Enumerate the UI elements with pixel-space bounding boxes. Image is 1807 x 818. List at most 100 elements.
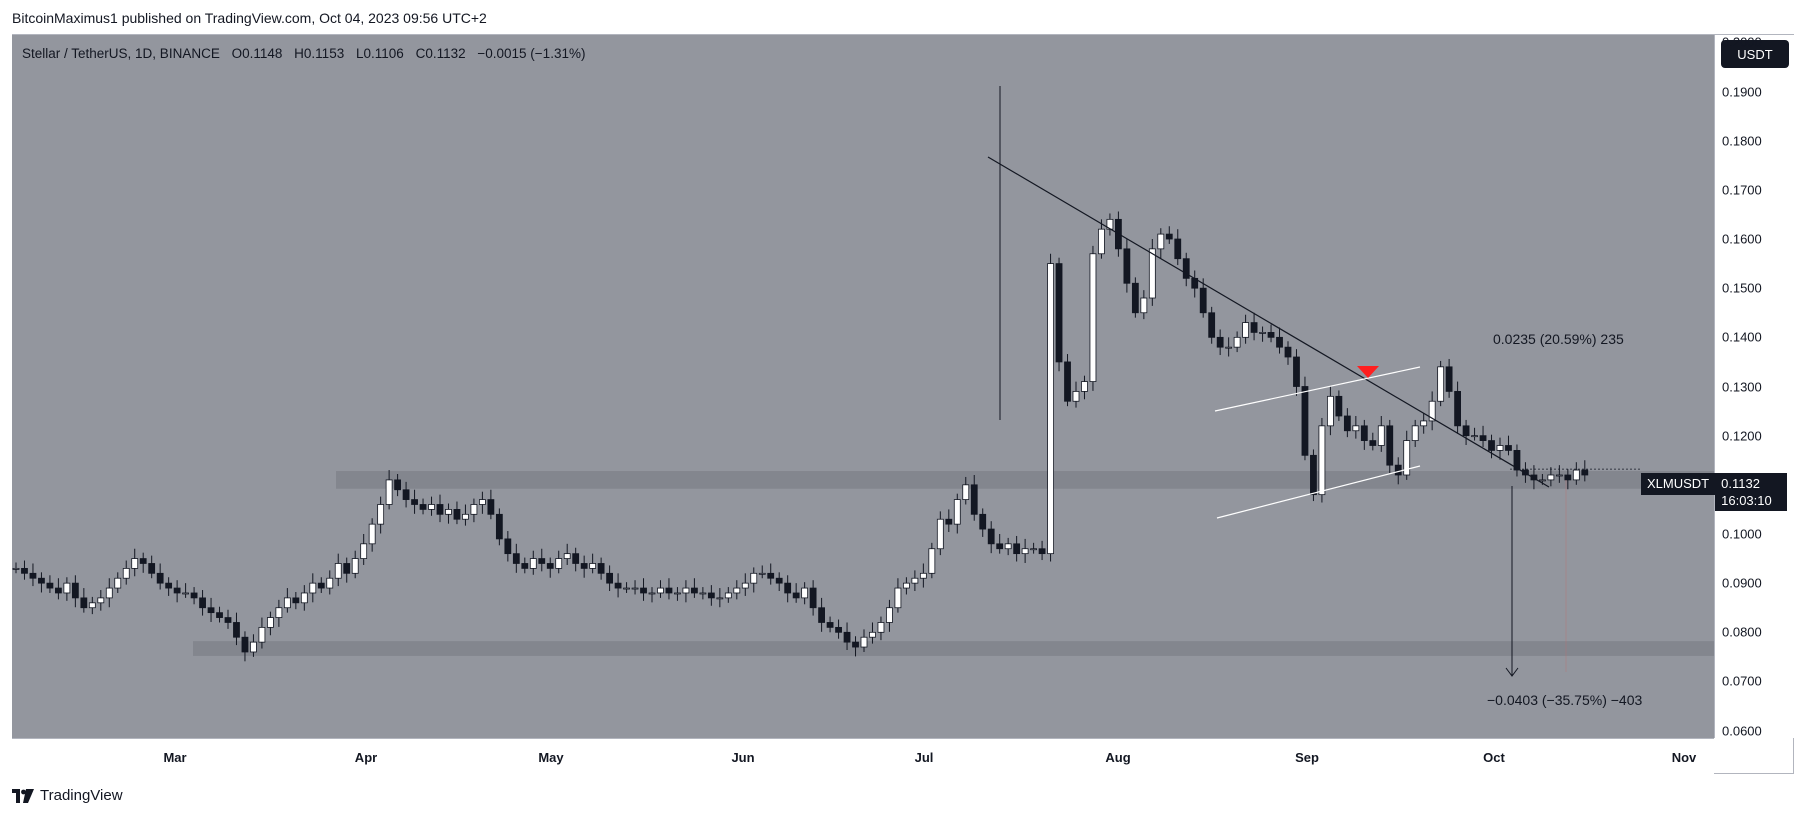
candle-up <box>1233 336 1241 348</box>
plot-area[interactable] <box>12 35 1714 738</box>
candle-down <box>1208 312 1216 338</box>
candle-down <box>1369 440 1377 446</box>
candle-up <box>470 504 478 515</box>
candle-up <box>936 518 944 550</box>
candle-down <box>1462 425 1470 437</box>
candle-down <box>1335 395 1343 417</box>
candle-up <box>911 577 919 584</box>
candle-down <box>1284 346 1292 358</box>
candle-down <box>504 538 512 555</box>
tradingview-brand: TradingView <box>40 787 123 804</box>
price-tick-label: 0.1400 <box>1722 329 1762 345</box>
candle-up <box>300 592 308 604</box>
candle-down <box>538 558 546 564</box>
candle-down <box>1182 258 1190 279</box>
candle-down <box>996 543 1004 550</box>
last-price-tag: XLMUSDT 0.1132 16:03:10 <box>1641 473 1788 511</box>
candle-up <box>428 504 435 510</box>
price-tag-box: 0.1132 16:03:10 <box>1715 473 1788 511</box>
symbol-title: Stellar / TetherUS, 1D, BINANCE <box>22 46 220 61</box>
upper-measure-label: 0.0235 (20.59%) 235 <box>1493 331 1624 347</box>
candle-down <box>207 607 215 614</box>
price-axis[interactable] <box>1714 35 1794 738</box>
candle-up <box>182 592 190 595</box>
candle-up <box>903 582 910 589</box>
time-tick-label: Apr <box>354 750 378 765</box>
candle-up <box>1428 400 1436 422</box>
candle-up <box>1539 479 1546 482</box>
currency-button[interactable]: USDT <box>1721 40 1789 68</box>
price-tick-label: 0.0900 <box>1722 575 1762 591</box>
candle-down <box>216 612 223 618</box>
candle-up <box>250 641 257 653</box>
candle-down <box>156 572 164 584</box>
candle-down <box>665 587 673 594</box>
bearish-marker <box>1357 366 1379 378</box>
candle-down <box>784 582 792 594</box>
candle-up <box>1377 425 1385 446</box>
candle-up <box>97 597 105 604</box>
candle-up <box>377 504 385 525</box>
candle-down <box>1564 474 1572 481</box>
candle-up <box>368 523 376 545</box>
candle-up <box>555 558 563 569</box>
symbol-legend[interactable]: Stellar / TetherUS, 1D, BINANCE O0.1148 … <box>22 46 585 61</box>
candle-down <box>165 582 173 589</box>
price-tick-label: 0.1900 <box>1722 84 1762 100</box>
candle-down <box>1055 263 1063 363</box>
candle-down <box>1216 336 1224 348</box>
candle-down <box>436 504 444 515</box>
candle-down <box>546 563 554 569</box>
candle-down <box>792 592 800 599</box>
time-axis[interactable] <box>12 738 1714 774</box>
candle-up <box>1403 440 1411 476</box>
candle-down <box>495 513 503 540</box>
candle-up <box>716 597 724 600</box>
candle-up <box>563 553 571 559</box>
candle-up <box>1021 548 1029 555</box>
candle-down <box>1038 548 1046 555</box>
candle-up <box>1437 366 1445 402</box>
tradingview-logo[interactable]: TradingView <box>12 787 123 804</box>
candle-up <box>623 587 630 590</box>
candle-down <box>818 607 825 623</box>
candle-up <box>877 622 885 633</box>
candle-down <box>1301 386 1309 456</box>
candle-up <box>88 602 96 609</box>
candle-down <box>46 582 54 589</box>
candle-down <box>852 641 859 648</box>
candle-up <box>674 592 681 595</box>
candle-down <box>1479 435 1487 441</box>
open-value: 0.1148 <box>242 46 283 61</box>
candle-up <box>589 563 597 569</box>
candle-down <box>606 572 613 584</box>
candle-up <box>283 597 291 609</box>
candle-down <box>173 587 181 594</box>
candle-up <box>801 587 809 599</box>
candle-down <box>317 582 325 589</box>
candle-up <box>309 582 317 594</box>
candle-up <box>733 587 741 594</box>
candle-up <box>334 563 342 579</box>
time-tick-label: May <box>538 750 564 765</box>
candle-up <box>63 582 71 594</box>
candle-down <box>521 563 529 569</box>
candle-down <box>1581 469 1589 476</box>
low-label: L <box>355 46 364 61</box>
candle-down <box>1165 233 1173 240</box>
candle-up <box>1098 228 1105 255</box>
candle-down <box>1360 425 1368 441</box>
price-tick-label: 0.2000 <box>1722 34 1762 50</box>
candle-up <box>360 543 368 559</box>
candle-down <box>80 597 88 609</box>
candle-up <box>886 607 893 623</box>
candle-down <box>512 553 520 564</box>
candle-up <box>1081 381 1088 392</box>
candle-down <box>945 518 953 525</box>
candle-up <box>1047 263 1054 555</box>
candle-up <box>1157 233 1165 250</box>
price-tick-label: 0.1000 <box>1722 526 1762 542</box>
candle-down <box>987 528 995 545</box>
time-tick-label: Jun <box>731 750 755 765</box>
candle-down <box>487 499 495 515</box>
